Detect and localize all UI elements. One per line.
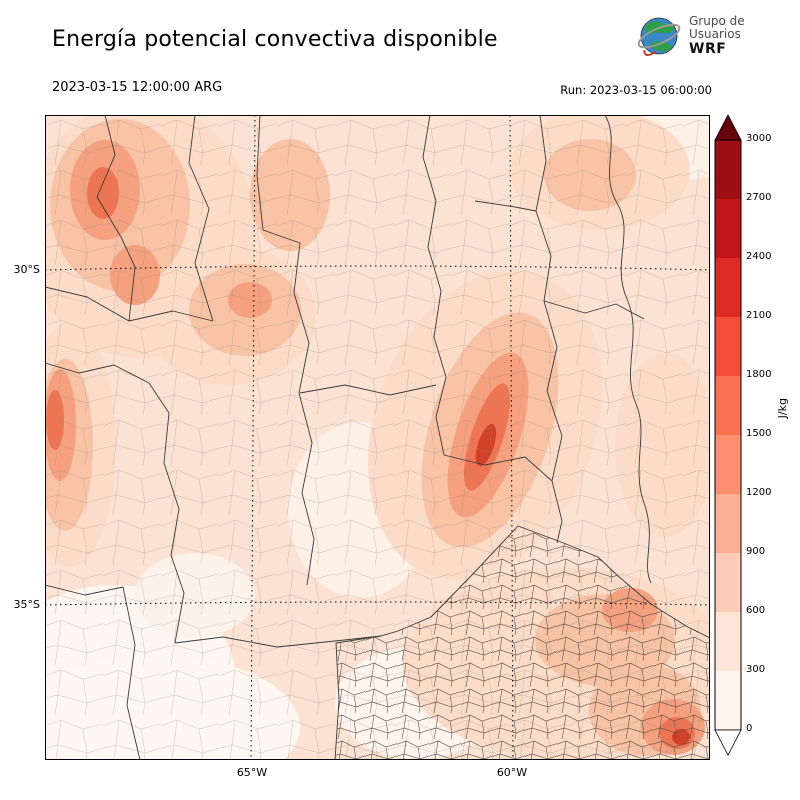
colorbar-unit-label: J/kg [776, 398, 789, 419]
cape-map [45, 115, 710, 760]
cb-bin-2700-3000 [715, 140, 741, 199]
cbtick-1200: 1200 [746, 487, 772, 498]
figure-title: Energía potencial convectiva disponible [52, 27, 498, 52]
cbtick-0: 0 [746, 723, 753, 734]
cb-bin-600-900 [715, 553, 741, 612]
logo-text: Grupo de Usuarios WRF [689, 13, 745, 58]
run-time-label: Run: 2023-03-15 06:00:00 [560, 83, 712, 97]
globe-icon [637, 17, 681, 57]
valid-time-label: 2023-03-15 12:00:00 ARG [52, 80, 223, 95]
cbtick-2100: 2100 [746, 310, 772, 321]
cb-bin-300-600 [715, 612, 741, 671]
cb-bin-1800-2100 [715, 317, 741, 376]
cbtick-3000: 3000 [746, 133, 772, 144]
xtick-65w: 65°W [236, 766, 268, 779]
ytick-30s: 30°S [13, 263, 40, 276]
logo-line-3: WRF [689, 40, 727, 57]
cbtick-900: 900 [746, 546, 766, 557]
cbtick-300: 300 [746, 664, 766, 675]
cbtick-2400: 2400 [746, 251, 772, 262]
graticule [45, 115, 710, 760]
colorbar [713, 114, 743, 764]
colorbar-under-arrow [714, 729, 742, 756]
logo-line-1: Grupo de [689, 13, 745, 28]
colorbar-scale [714, 114, 742, 756]
cb-bin-2400-2700 [715, 199, 741, 258]
buenos-aires-department-mesh [335, 526, 710, 760]
xtick-60w: 60°W [496, 766, 528, 779]
cb-bin-2100-2400 [715, 258, 741, 317]
cbtick-1500: 1500 [746, 428, 772, 439]
map-border [45, 115, 710, 760]
cbtick-2700: 2700 [746, 192, 772, 203]
cb-bin-1200-1500 [715, 435, 741, 494]
cbtick-1800: 1800 [746, 369, 772, 380]
logo-line-2: Usuarios [689, 27, 741, 42]
gridline-35s [45, 601, 710, 606]
cb-bin-1500-1800 [715, 376, 741, 435]
colorbar-over-arrow [714, 114, 742, 141]
ytick-35s: 35°S [13, 598, 40, 611]
map-panel [45, 115, 710, 760]
cb-bin-0-300 [715, 671, 741, 730]
gridline-30s [45, 265, 710, 271]
wrf-logo: Grupo de Usuarios WRF [636, 13, 745, 59]
cb-bin-900-1200 [715, 494, 741, 553]
province-boundaries [45, 115, 710, 760]
cbtick-600: 600 [746, 605, 766, 616]
